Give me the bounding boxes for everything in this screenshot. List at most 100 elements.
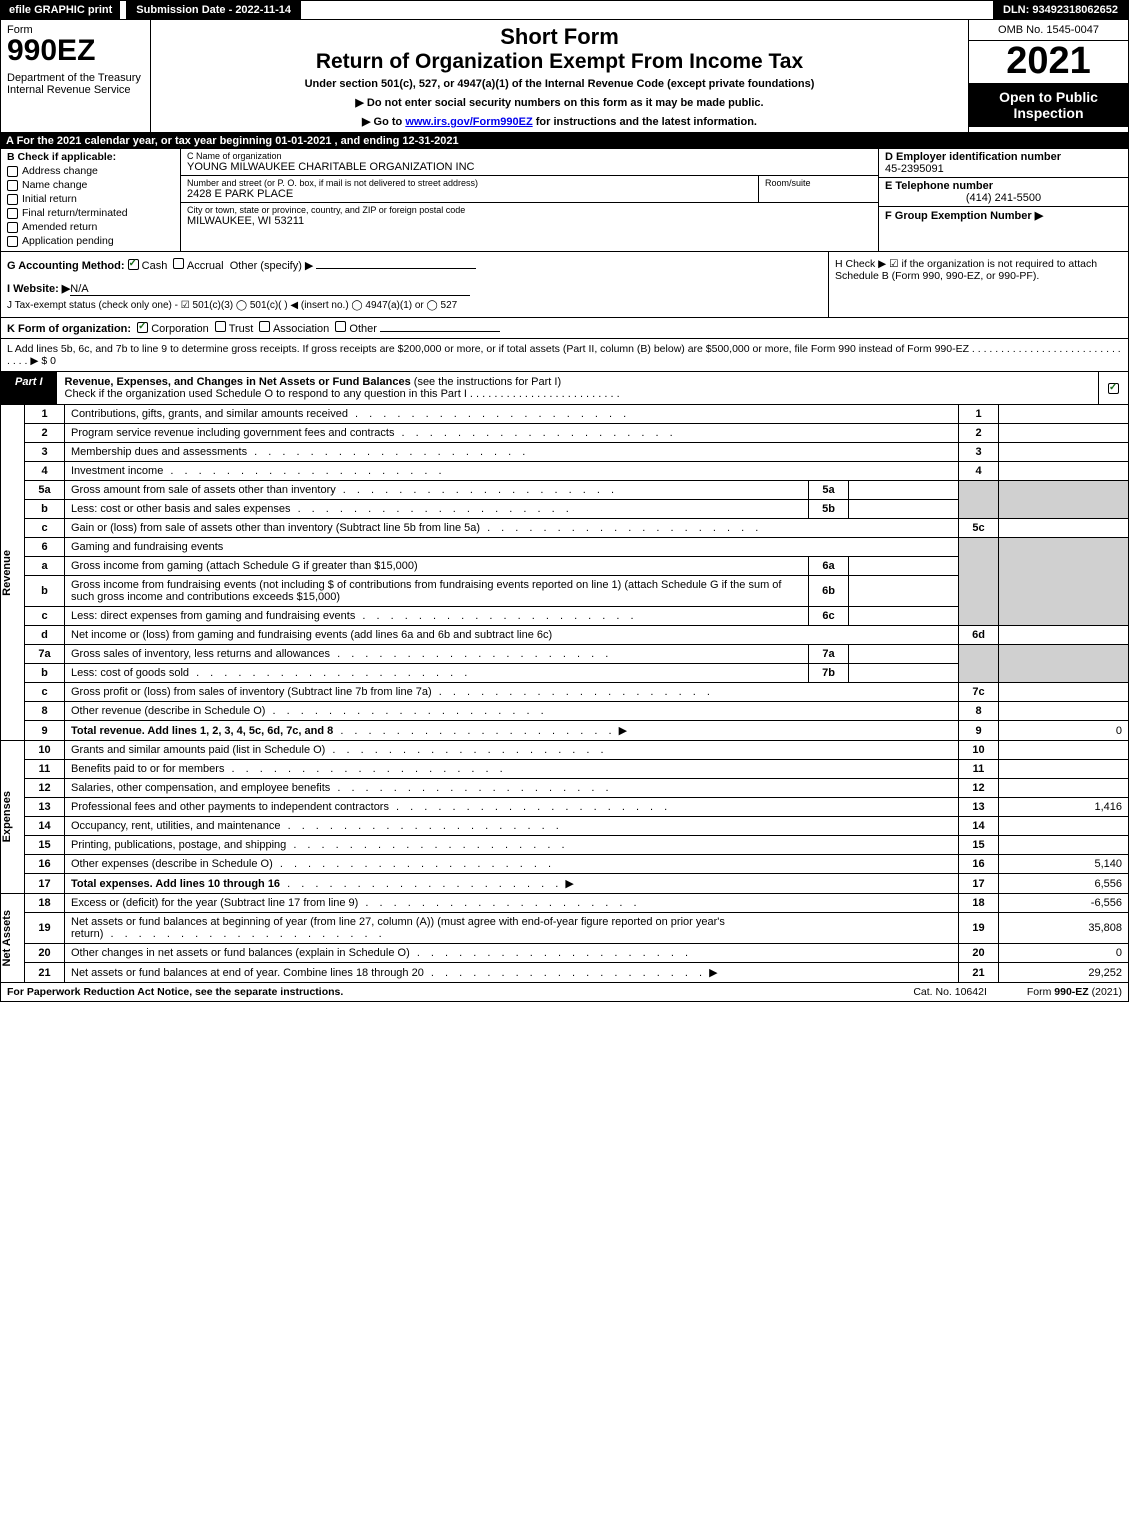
ein-block: D Employer identification number 45-2395… bbox=[879, 149, 1128, 178]
line-amt bbox=[999, 519, 1129, 538]
line-desc: Program service revenue including govern… bbox=[65, 424, 959, 443]
line-rnum: 11 bbox=[959, 760, 999, 779]
part1-check[interactable] bbox=[1098, 372, 1128, 404]
checkbox-trust-icon[interactable] bbox=[215, 321, 226, 332]
checkbox-icon[interactable] bbox=[7, 236, 18, 247]
line-amt: -6,556 bbox=[999, 894, 1129, 913]
other-org-input[interactable] bbox=[380, 331, 500, 332]
other-org-label: Other bbox=[349, 323, 377, 335]
other-input[interactable] bbox=[316, 268, 476, 269]
table-row: 8 Other revenue (describe in Schedule O)… bbox=[1, 702, 1129, 721]
checkbox-corp-icon[interactable] bbox=[137, 322, 148, 333]
check-name-change[interactable]: Name change bbox=[7, 179, 174, 191]
short-form-title: Short Form bbox=[155, 24, 964, 50]
footer-form: 990-EZ bbox=[1054, 986, 1088, 998]
check-amended-return[interactable]: Amended return bbox=[7, 221, 174, 233]
line-desc: Investment income bbox=[65, 462, 959, 481]
line-rnum: 9 bbox=[959, 721, 999, 741]
check-label: Final return/terminated bbox=[22, 207, 128, 219]
row-l: L Add lines 5b, 6c, and 7b to line 9 to … bbox=[0, 339, 1129, 372]
checkbox-icon[interactable] bbox=[7, 166, 18, 177]
line-num: 9 bbox=[25, 721, 65, 741]
header-left: Form 990EZ Department of the Treasury In… bbox=[1, 20, 151, 132]
line-rnum: 1 bbox=[959, 405, 999, 424]
col-b-label: B Check if applicable: bbox=[7, 151, 174, 163]
line-amt bbox=[999, 702, 1129, 721]
ein-label: D Employer identification number bbox=[885, 151, 1122, 163]
table-row: c Gross profit or (loss) from sales of i… bbox=[1, 683, 1129, 702]
table-row: 15 Printing, publications, postage, and … bbox=[1, 836, 1129, 855]
street-block: Number and street (or P. O. box, if mail… bbox=[181, 176, 878, 203]
table-row: 13 Professional fees and other payments … bbox=[1, 798, 1129, 817]
phone: (414) 241-5500 bbox=[885, 192, 1122, 204]
line-desc: Net assets or fund balances at beginning… bbox=[65, 913, 959, 944]
line-num: 7a bbox=[25, 645, 65, 664]
form-number: 990EZ bbox=[7, 36, 144, 66]
header-mid: Short Form Return of Organization Exempt… bbox=[151, 20, 968, 132]
check-final-return[interactable]: Final return/terminated bbox=[7, 207, 174, 219]
check-initial-return[interactable]: Initial return bbox=[7, 193, 174, 205]
line-desc: Gaming and fundraising events bbox=[65, 538, 959, 557]
check-label: Amended return bbox=[22, 221, 97, 233]
line-num: 16 bbox=[25, 855, 65, 874]
line-rnum: 16 bbox=[959, 855, 999, 874]
checkbox-icon[interactable] bbox=[7, 194, 18, 205]
line-rnum: 12 bbox=[959, 779, 999, 798]
line-num: 15 bbox=[25, 836, 65, 855]
table-row: 3 Membership dues and assessments 3 bbox=[1, 443, 1129, 462]
line-amt bbox=[999, 405, 1129, 424]
website-value: N/A bbox=[70, 283, 470, 296]
line-amt: 35,808 bbox=[999, 913, 1129, 944]
line-subnum: 5a bbox=[809, 481, 849, 500]
line-subamt bbox=[849, 557, 959, 576]
checkbox-cash-icon[interactable] bbox=[128, 259, 139, 270]
checkbox-icon[interactable] bbox=[1108, 383, 1119, 394]
footer-left: For Paperwork Reduction Act Notice, see … bbox=[7, 986, 873, 998]
line-num: b bbox=[25, 500, 65, 519]
line-num: a bbox=[25, 557, 65, 576]
city-label: City or town, state or province, country… bbox=[187, 205, 872, 215]
grey-cell bbox=[959, 481, 999, 519]
table-row: 16 Other expenses (describe in Schedule … bbox=[1, 855, 1129, 874]
part1-title-text: Revenue, Expenses, and Changes in Net As… bbox=[65, 376, 411, 388]
checkbox-accrual-icon[interactable] bbox=[173, 258, 184, 269]
line-subnum: 7b bbox=[809, 664, 849, 683]
efile-label[interactable]: efile GRAPHIC print bbox=[1, 1, 120, 19]
line-rnum: 2 bbox=[959, 424, 999, 443]
checkbox-other-icon[interactable] bbox=[335, 321, 346, 332]
checkbox-icon[interactable] bbox=[7, 222, 18, 233]
line-rnum: 18 bbox=[959, 894, 999, 913]
line-desc: Total revenue. Add lines 1, 2, 3, 4, 5c,… bbox=[65, 721, 959, 741]
group-exemption-label: F Group Exemption Number ▶ bbox=[885, 210, 1043, 222]
check-application-pending[interactable]: Application pending bbox=[7, 235, 174, 247]
line-rnum: 8 bbox=[959, 702, 999, 721]
line-desc: Other changes in net assets or fund bala… bbox=[65, 944, 959, 963]
line-num: 2 bbox=[25, 424, 65, 443]
part1-pill: Part I bbox=[1, 372, 57, 404]
line-desc: Excess or (deficit) for the year (Subtra… bbox=[65, 894, 959, 913]
line-rnum: 6d bbox=[959, 626, 999, 645]
line-subnum: 6a bbox=[809, 557, 849, 576]
line-num: 8 bbox=[25, 702, 65, 721]
inspection-badge: Open to Public Inspection bbox=[969, 83, 1128, 127]
line-amt: 6,556 bbox=[999, 874, 1129, 894]
footer-form-post: (2021) bbox=[1089, 986, 1122, 998]
top-bar: efile GRAPHIC print Submission Date - 20… bbox=[0, 0, 1129, 20]
line-desc: Contributions, gifts, grants, and simila… bbox=[65, 405, 959, 424]
line-num: c bbox=[25, 607, 65, 626]
check-address-change[interactable]: Address change bbox=[7, 165, 174, 177]
line-subnum: 6b bbox=[809, 576, 849, 607]
checkbox-assoc-icon[interactable] bbox=[259, 321, 270, 332]
row-i: I Website: ▶N/A bbox=[7, 282, 822, 296]
checkbox-icon[interactable] bbox=[7, 180, 18, 191]
org-name-block: C Name of organization YOUNG MILWAUKEE C… bbox=[181, 149, 878, 176]
line-num: d bbox=[25, 626, 65, 645]
ein: 45-2395091 bbox=[885, 163, 1122, 175]
row-k: K Form of organization: Corporation Trus… bbox=[0, 318, 1129, 339]
irs-link[interactable]: www.irs.gov/Form990EZ bbox=[405, 116, 532, 128]
table-row: Expenses 10 Grants and similar amounts p… bbox=[1, 741, 1129, 760]
checkbox-icon[interactable] bbox=[7, 208, 18, 219]
dln: DLN: 93492318062652 bbox=[993, 1, 1128, 19]
line-desc: Printing, publications, postage, and shi… bbox=[65, 836, 959, 855]
check-label: Name change bbox=[22, 179, 87, 191]
